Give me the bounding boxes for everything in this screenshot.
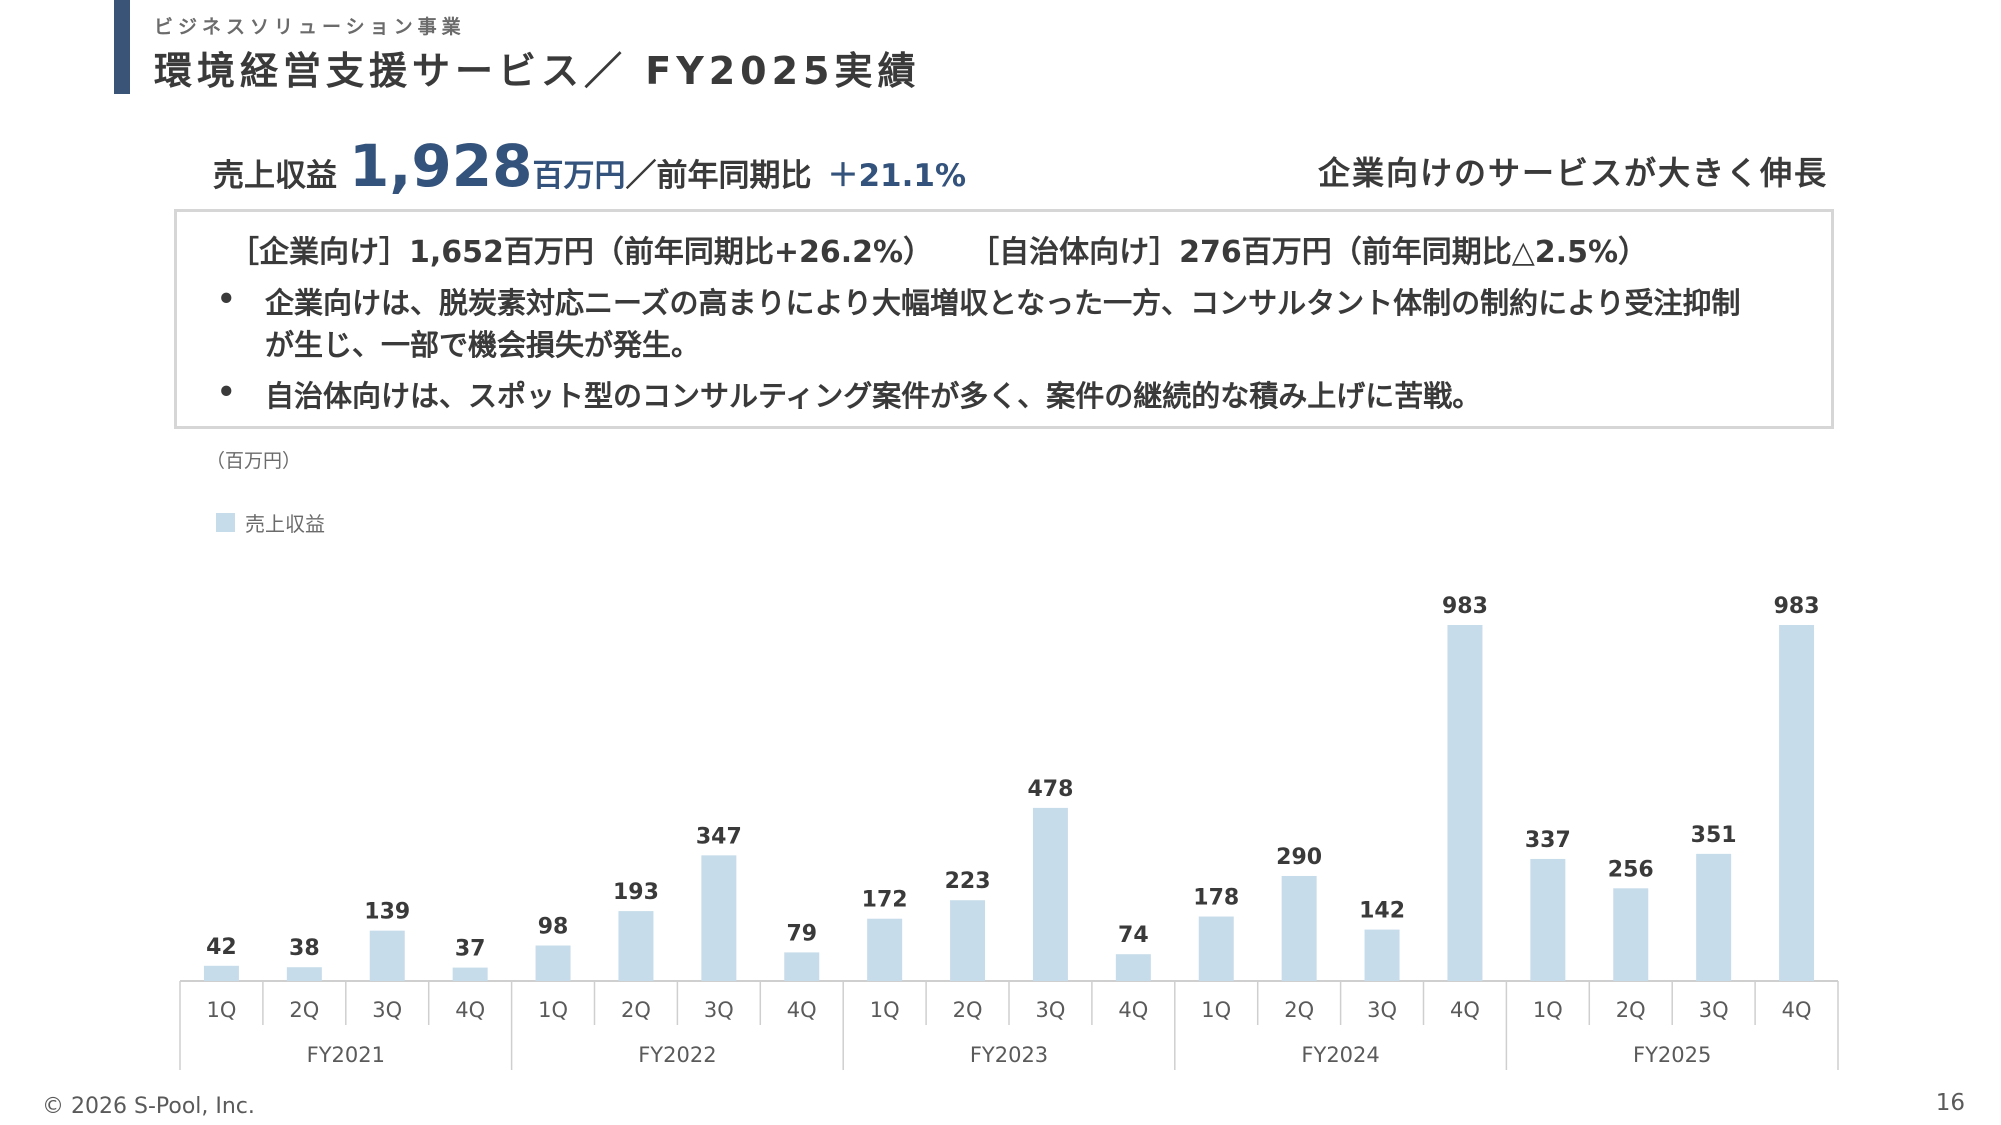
revenue-bar	[1198, 916, 1234, 981]
bar-value-label: 223	[945, 869, 991, 894]
fiscal-year-label: FY2022	[638, 1043, 716, 1067]
revenue-bar	[1447, 625, 1483, 981]
fiscal-year-label: FY2021	[307, 1043, 385, 1067]
bullet-item: • 企業向けは、脱炭素対応ニーズの高まりにより大幅増収となった一方、コンサルタン…	[217, 282, 1765, 366]
revenue-bar	[203, 965, 239, 981]
segment-summary: ［企業向け］1,652百万円（前年同期比+26.2%） ［自治体向け］276百万円…	[229, 227, 1648, 271]
revenue-kpi: 売上収益 1,928 百万円 ／前年同期比 ＋21.1%	[213, 132, 966, 200]
title-accent-bar	[114, 0, 130, 94]
revenue-bar	[1530, 858, 1566, 981]
bar-value-label: 37	[455, 937, 486, 962]
revenue-bar	[286, 967, 322, 981]
revenue-bar	[1281, 875, 1317, 981]
bar-value-label: 142	[1359, 899, 1405, 924]
bar-value-label: 983	[1774, 594, 1820, 619]
municipal-segment: ［自治体向け］276百万円（前年同期比△2.5%）	[969, 235, 1649, 270]
quarter-tick-label: 2Q	[953, 998, 983, 1022]
bullet-dot: •	[217, 375, 236, 409]
quarter-tick-label: 2Q	[1284, 998, 1314, 1022]
revenue-bar	[1779, 625, 1815, 981]
bar-value-label: 172	[862, 888, 908, 913]
bar-value-label: 256	[1608, 857, 1654, 882]
bar-value-label: 347	[696, 824, 742, 849]
page-number: 16	[1935, 1090, 1965, 1116]
bar-value-label: 42	[206, 935, 237, 960]
bar-value-label: 337	[1525, 828, 1571, 853]
bar-value-label: 193	[613, 880, 659, 905]
bar-value-label: 478	[1027, 777, 1073, 802]
revenue-bar	[535, 945, 571, 981]
fiscal-year-label: FY2025	[1633, 1043, 1711, 1067]
bar-value-label: 38	[289, 936, 320, 961]
revenue-bar	[369, 930, 405, 981]
quarter-tick-label: 1Q	[870, 998, 900, 1022]
quarter-tick-label: 4Q	[455, 998, 485, 1022]
bar-value-label: 74	[1118, 923, 1149, 948]
legend-label: 売上収益	[245, 512, 325, 536]
revenue-bar	[950, 900, 986, 981]
revenue-bar	[867, 918, 903, 981]
quarter-tick-label: 2Q	[1616, 998, 1646, 1022]
quarter-tick-label: 3Q	[1699, 998, 1729, 1022]
chart-legend: 売上収益	[216, 508, 325, 537]
kpi-growth: ＋21.1%	[827, 158, 967, 194]
quarter-tick-label: 2Q	[621, 998, 651, 1022]
bullet-text: 自治体向けは、スポット型のコンサルティング案件が多く、案件の継続的な積み上げに苦…	[265, 379, 1482, 413]
quarter-tick-label: 3Q	[704, 998, 734, 1022]
copyright: © 2026 S-Pool, Inc.	[42, 1094, 255, 1119]
tagline: 企業向けのサービスが大きく伸長	[1317, 154, 1828, 192]
bullet-item: • 自治体向けは、スポット型のコンサルティング案件が多く、案件の継続的な積み上げ…	[217, 375, 1765, 417]
quarter-tick-label: 4Q	[787, 998, 817, 1022]
quarter-tick-label: 2Q	[289, 998, 319, 1022]
quarter-tick-label: 4Q	[1782, 998, 1812, 1022]
quarter-tick-label: 3Q	[1367, 998, 1397, 1022]
revenue-bar	[1613, 888, 1649, 981]
bar-value-label: 79	[786, 921, 817, 946]
fiscal-year-label: FY2024	[1301, 1043, 1379, 1067]
corporate-segment: ［企業向け］1,652百万円（前年同期比+26.2%）	[229, 235, 934, 270]
bar-value-label: 139	[364, 900, 410, 925]
bar-value-label: 178	[1193, 886, 1239, 911]
revenue-bar	[1032, 807, 1068, 981]
bar-value-label: 983	[1442, 594, 1488, 619]
revenue-bar	[701, 855, 737, 981]
kpi-unit: 百万円	[532, 158, 626, 194]
chart-unit-label: （百万円）	[206, 450, 302, 472]
legend-swatch	[216, 513, 235, 532]
kpi-value: 1,928	[349, 132, 533, 200]
revenue-bar	[1696, 853, 1732, 981]
quarter-tick-label: 4Q	[1450, 998, 1480, 1022]
quarter-tick-label: 4Q	[1118, 998, 1148, 1022]
page-title: 環境経営支援サービス／ FY2025実績	[154, 49, 921, 93]
revenue-bar	[1115, 954, 1151, 981]
bar-value-label: 98	[538, 915, 569, 940]
summary-box: ［企業向け］1,652百万円（前年同期比+26.2%） ［自治体向け］276百万円…	[174, 209, 1834, 429]
quarter-tick-label: 1Q	[1533, 998, 1563, 1022]
kpi-label: 売上収益	[213, 158, 337, 194]
bullet-dot: •	[217, 282, 236, 316]
quarter-tick-label: 1Q	[538, 998, 568, 1022]
section-subtitle: ビジネスソリューション事業	[154, 16, 466, 38]
revenue-bar	[452, 967, 488, 981]
bar-value-label: 290	[1276, 845, 1322, 870]
quarter-tick-label: 3Q	[372, 998, 402, 1022]
revenue-bar	[618, 911, 654, 981]
quarter-tick-label: 1Q	[207, 998, 237, 1022]
quarter-tick-label: 1Q	[1201, 998, 1231, 1022]
quarter-tick-label: 3Q	[1036, 998, 1066, 1022]
bar-value-label: 351	[1691, 823, 1737, 848]
kpi-yoy-label: ／前年同期比	[625, 158, 812, 194]
bullet-text: 企業向けは、脱炭素対応ニーズの高まりにより大幅増収となった一方、コンサルタント体…	[265, 286, 1741, 362]
revenue-bar	[1364, 929, 1400, 981]
fiscal-year-label: FY2023	[970, 1043, 1048, 1067]
revenue-bar	[784, 952, 820, 981]
